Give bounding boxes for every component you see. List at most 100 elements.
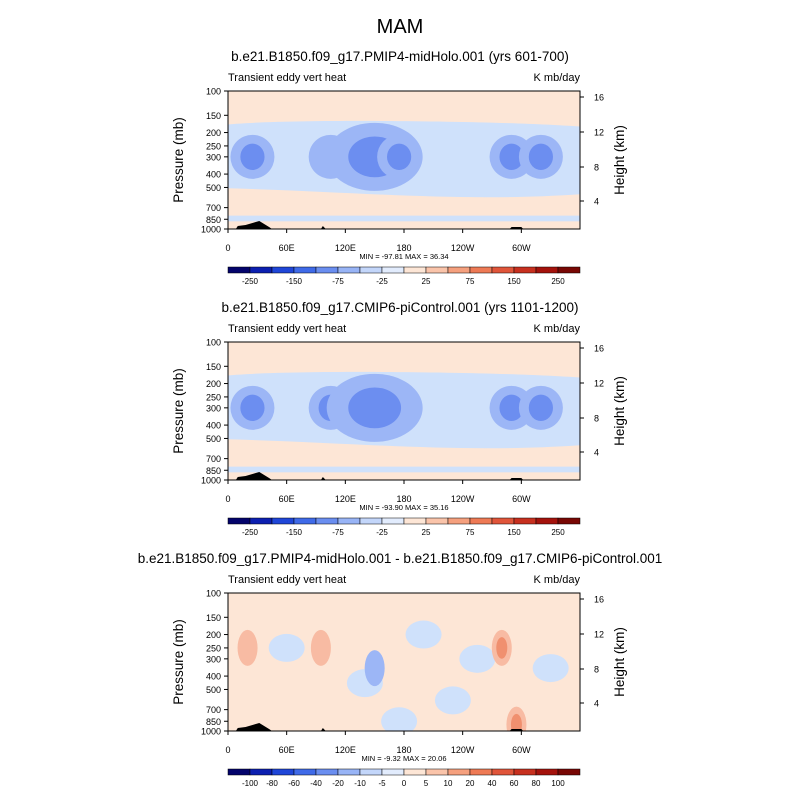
height-tick-label: 4 — [594, 197, 599, 207]
pressure-tick-label: 200 — [206, 630, 221, 640]
contour-core-negative — [240, 143, 265, 171]
lon-tick-label: 60E — [279, 243, 295, 253]
colorbar-box — [535, 768, 559, 776]
panel-units-label: K mb/day — [534, 574, 581, 586]
colorbar-label: 0 — [402, 779, 407, 788]
colorbar-box — [271, 266, 295, 274]
lon-tick-label: 180 — [396, 745, 411, 755]
lon-tick-label: 120E — [335, 745, 356, 755]
y-axis-label: Pressure (mb) — [171, 619, 186, 705]
y2-axis-label: Height (km) — [612, 376, 627, 446]
lon-tick-label: 60W — [512, 243, 531, 253]
colorbar-box — [293, 517, 317, 525]
colorbar-label: -25 — [376, 528, 388, 537]
panel-units-label: K mb/day — [534, 72, 581, 84]
y2-axis-label: Height (km) — [612, 627, 627, 697]
colorbar-label: 80 — [532, 779, 541, 788]
colorbar-box — [227, 266, 251, 274]
lon-tick-label: 0 — [225, 243, 230, 253]
colorbar-box — [359, 768, 383, 776]
colorbar-label: -80 — [266, 779, 278, 788]
colorbar-box — [403, 768, 427, 776]
topography — [235, 723, 524, 731]
colorbar-box — [557, 266, 581, 274]
topography — [235, 221, 524, 229]
colorbar-label: 20 — [466, 779, 475, 788]
colorbar-label: 250 — [551, 277, 565, 286]
contour-blob-positive — [237, 629, 258, 666]
colorbar-box — [337, 768, 361, 776]
contour-field — [228, 342, 580, 480]
min-max-label: MIN = -97.81 MAX = 36.34 — [359, 252, 448, 261]
contour-fill-lowlevel — [228, 466, 580, 473]
colorbar-label: 75 — [466, 528, 475, 537]
colorbar-box — [425, 768, 449, 776]
colorbar-label: 250 — [551, 528, 565, 537]
contour-field — [228, 91, 580, 229]
pressure-tick-label: 1000 — [201, 476, 221, 486]
colorbar-box — [227, 768, 251, 776]
contour-core-negative — [499, 143, 524, 171]
pressure-tick-label: 400 — [206, 672, 221, 682]
height-tick-label: 16 — [594, 344, 604, 354]
pressure-tick-label: 300 — [206, 403, 221, 413]
y-axis-label: Pressure (mb) — [171, 368, 186, 454]
colorbar-box — [403, 266, 427, 274]
height-tick-label: 12 — [594, 630, 604, 640]
height-tick-label: 16 — [594, 595, 604, 605]
colorbar-box — [535, 266, 559, 274]
height-tick-label: 16 — [594, 93, 604, 103]
colorbar-label: -75 — [332, 528, 344, 537]
contour-core-negative — [387, 143, 412, 171]
pressure-tick-label: 100 — [206, 589, 221, 599]
colorbar-label: -150 — [286, 277, 303, 286]
colorbar-box — [469, 517, 493, 525]
pressure-tick-label: 300 — [206, 152, 221, 162]
lon-tick-label: 120E — [335, 243, 356, 253]
colorbar-label: 10 — [444, 779, 453, 788]
pressure-tick-label: 850 — [206, 717, 221, 727]
colorbar-box — [403, 517, 427, 525]
colorbar-box — [491, 517, 515, 525]
colorbar-box — [513, 517, 537, 525]
colorbar-box — [425, 266, 449, 274]
contour-core-positive — [510, 713, 522, 731]
contour-fill-negative-patch — [434, 686, 471, 715]
contour-blob-positive — [310, 629, 331, 666]
colorbar-box — [337, 517, 361, 525]
panel-title: b.e21.B1850.f09_g17.PMIP4-midHolo.001 (y… — [231, 49, 569, 64]
height-tick-label: 12 — [594, 379, 604, 389]
panel-left-label: Transient eddy vert heat — [228, 72, 346, 84]
height-tick-label: 8 — [594, 414, 599, 424]
pressure-tick-label: 250 — [206, 141, 221, 151]
lon-tick-label: 120W — [451, 745, 475, 755]
colorbar-box — [557, 517, 581, 525]
colorbar-box — [513, 768, 537, 776]
colorbar-box — [271, 517, 295, 525]
height-tick-label: 8 — [594, 665, 599, 675]
pressure-tick-label: 500 — [206, 183, 221, 193]
height-tick-label: 12 — [594, 128, 604, 138]
colorbar-box — [425, 517, 449, 525]
chart-panel-3: b.e21.B1850.f09_g17.PMIP4-midHolo.001 - … — [138, 551, 663, 788]
colorbar-box — [315, 517, 339, 525]
colorbar-box — [293, 266, 317, 274]
pressure-tick-label: 250 — [206, 643, 221, 653]
min-max-label: MIN = -93.90 MAX = 35.16 — [359, 503, 448, 512]
pressure-tick-label: 850 — [206, 215, 221, 225]
lon-tick-label: 120E — [335, 494, 356, 504]
panel-left-label: Transient eddy vert heat — [228, 323, 346, 335]
lon-tick-label: 0 — [225, 745, 230, 755]
lon-tick-label: 60E — [279, 494, 295, 504]
colorbar-box — [447, 517, 471, 525]
pressure-tick-label: 1000 — [201, 225, 221, 235]
colorbar-box — [359, 517, 383, 525]
height-tick-label: 8 — [594, 163, 599, 173]
colorbar-label: -20 — [332, 779, 344, 788]
colorbar-box — [249, 517, 273, 525]
colorbar-box — [513, 266, 537, 274]
colorbar-box — [315, 768, 339, 776]
colorbar-label: -60 — [288, 779, 300, 788]
contour-field — [228, 593, 580, 731]
